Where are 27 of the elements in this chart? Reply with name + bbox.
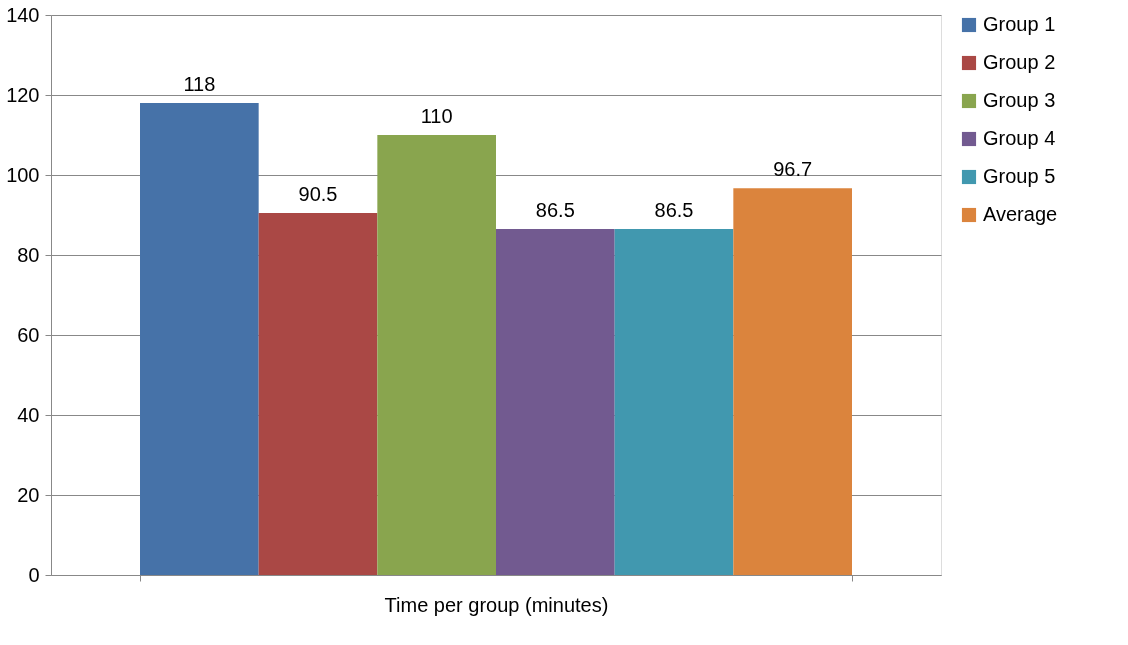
bar: [377, 135, 496, 575]
y-tick-label: 40: [17, 403, 40, 426]
data-label: 110: [420, 105, 453, 127]
y-tick-label: 60: [17, 323, 40, 346]
y-tick-label: 20: [17, 483, 40, 506]
bar: [496, 229, 615, 575]
data-label: 118: [183, 73, 216, 95]
legend-label: Average: [983, 203, 1058, 225]
data-label: 86.5: [535, 199, 575, 221]
data-label: 90.5: [298, 183, 338, 205]
bar: [140, 103, 259, 575]
y-tick-label: 0: [28, 563, 40, 586]
legend-label: Group 5: [983, 165, 1056, 187]
bar: [614, 229, 734, 575]
data-label: 96.7: [773, 158, 813, 181]
y-tick-label: 80: [17, 243, 40, 266]
legend-label: Group 3: [983, 89, 1056, 111]
data-label: 86.5: [654, 199, 694, 221]
legend-label: Group 1: [983, 13, 1056, 35]
x-tick-label: Time per group (minutes): [384, 593, 609, 616]
bar: [258, 213, 378, 575]
legend-label: Group 4: [983, 127, 1056, 149]
legend-label: Group 2: [983, 51, 1056, 73]
y-tick-label: 120: [6, 83, 40, 106]
bar: [733, 188, 852, 575]
y-tick-label: 100: [6, 163, 40, 186]
y-tick-label: 140: [6, 3, 40, 26]
